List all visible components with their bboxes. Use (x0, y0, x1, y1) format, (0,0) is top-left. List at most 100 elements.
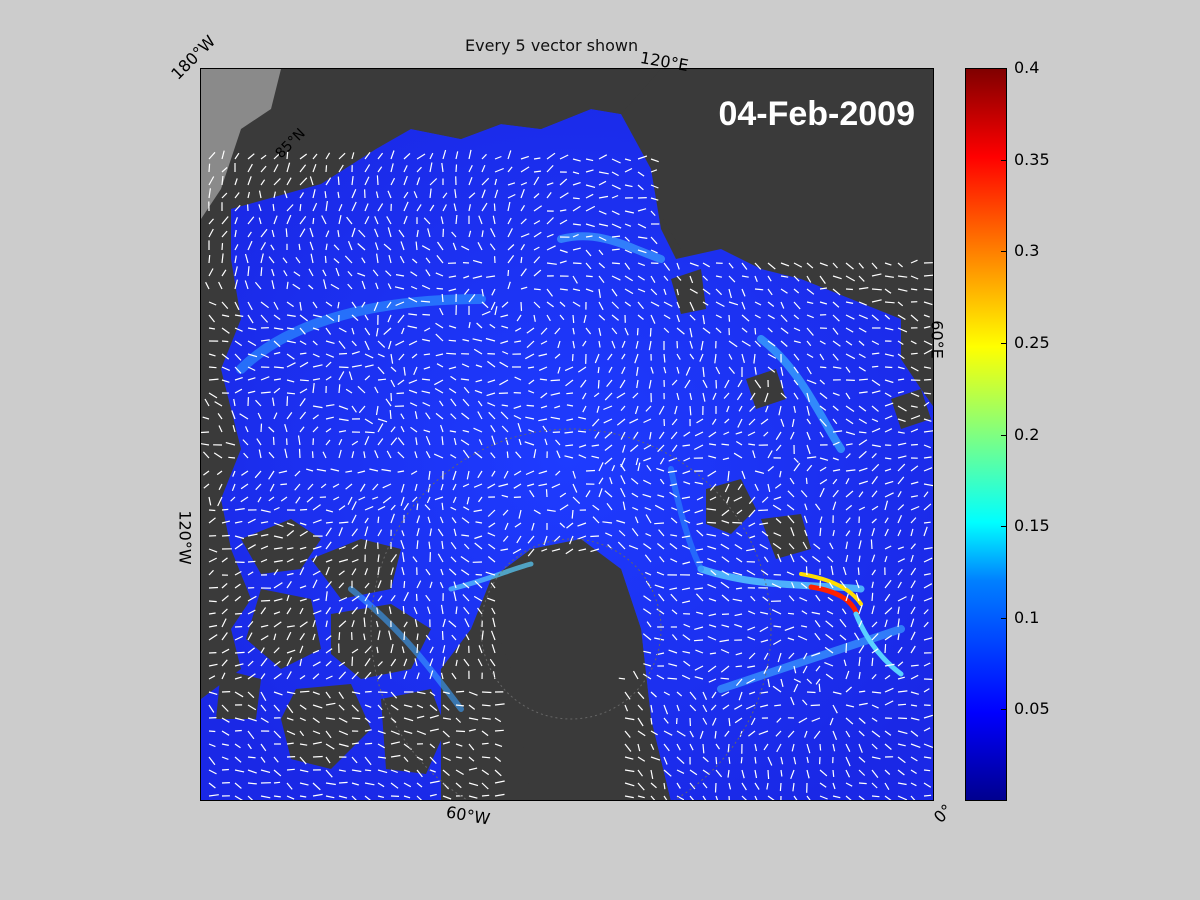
drift-vector (788, 543, 795, 550)
drift-vector (208, 730, 216, 733)
drift-vector (635, 340, 639, 349)
drift-vector (364, 568, 369, 576)
drift-vector (416, 704, 424, 709)
drift-vector (299, 632, 305, 641)
drift-vector (208, 327, 216, 330)
drift-vector (910, 259, 918, 264)
drift-vector (585, 490, 591, 498)
drift-vector (582, 405, 587, 413)
drift-vector (741, 769, 745, 779)
drift-vector (286, 607, 292, 615)
drift-vector (681, 535, 691, 539)
drift-vector (325, 559, 333, 563)
drift-vector (247, 240, 253, 251)
drift-vector (806, 405, 810, 416)
drift-vector (619, 463, 626, 472)
drift-vector (377, 756, 387, 759)
drift-vector (488, 411, 496, 420)
drift-vector (858, 366, 866, 372)
drift-vector (533, 269, 542, 277)
drift-vector (364, 526, 369, 537)
drift-vector (559, 209, 567, 212)
drift-vector (709, 652, 717, 655)
drift-vector (736, 392, 743, 401)
drift-vector (702, 704, 708, 713)
drift-vector (793, 678, 801, 683)
drift-vector (694, 481, 704, 485)
siberia-land (656, 69, 933, 299)
drift-vector (772, 685, 782, 693)
drift-vector (312, 405, 323, 409)
greenland-land (496, 544, 671, 800)
drift-vector (533, 157, 541, 160)
drift-vector (473, 509, 483, 513)
drift-vector (208, 392, 218, 399)
drift-vector (325, 243, 328, 251)
drift-vector (416, 795, 423, 800)
drift-vector (910, 756, 918, 762)
drift-vector (813, 543, 821, 550)
drift-vector (663, 730, 673, 736)
drift-vector (637, 782, 645, 791)
drift-vector (468, 321, 471, 329)
drift-vector (312, 579, 318, 589)
drift-vectors (201, 149, 933, 800)
drift-vector (234, 729, 242, 732)
drift-vector (728, 262, 734, 269)
drift-vector (737, 418, 743, 428)
drift-vector (361, 301, 366, 308)
drift-vector (338, 418, 349, 422)
drift-vector (634, 405, 639, 415)
drift-vector (273, 387, 281, 394)
drift-vector (585, 223, 595, 228)
drift-vector (598, 210, 607, 215)
drift-vector (234, 204, 241, 212)
drift-vector (257, 412, 262, 420)
colorbar-tick-label: 0.1 (1014, 607, 1040, 627)
drift-vector (468, 164, 473, 173)
drift-vector (351, 528, 358, 537)
drift-vector (338, 405, 349, 410)
drift-vector (338, 439, 343, 446)
drift-vector (273, 378, 281, 381)
drift-vector (487, 360, 496, 368)
drift-vector (202, 451, 210, 459)
drift-vector (421, 378, 431, 381)
drift-vector (455, 730, 466, 733)
drift-vector (559, 301, 566, 307)
drift-vector (221, 582, 228, 589)
drift-vector (787, 515, 795, 524)
drift-vector (910, 674, 919, 680)
drift-vector (377, 704, 383, 711)
drift-vector (559, 522, 566, 528)
drift-vector (401, 566, 405, 576)
drift-vector (455, 644, 460, 654)
drift-vector (426, 496, 431, 504)
drift-vector (364, 671, 372, 680)
drift-vector (845, 314, 855, 320)
drift-vector (554, 327, 561, 335)
drift-vector (884, 262, 892, 266)
drift-vector (461, 517, 470, 524)
drift-vector (741, 301, 746, 310)
drift-vector (923, 349, 933, 355)
drift-vector (696, 496, 704, 501)
drift-vector (455, 782, 462, 789)
drift-vector (410, 285, 418, 290)
drift-vector (260, 314, 269, 323)
drift-vector (312, 163, 317, 173)
drift-vector (208, 663, 218, 667)
drift-vector (413, 366, 418, 376)
drift-vector (460, 556, 470, 563)
drift-vector (884, 700, 894, 706)
drift-vector (338, 164, 344, 173)
drift-vector (273, 547, 283, 550)
drift-vector (325, 301, 333, 307)
drift-vector (427, 483, 431, 493)
drift-vector (546, 233, 554, 238)
drift-vector (591, 418, 600, 427)
drift-vector (322, 451, 327, 459)
drift-vector (910, 517, 917, 524)
drift-vector (707, 521, 717, 524)
